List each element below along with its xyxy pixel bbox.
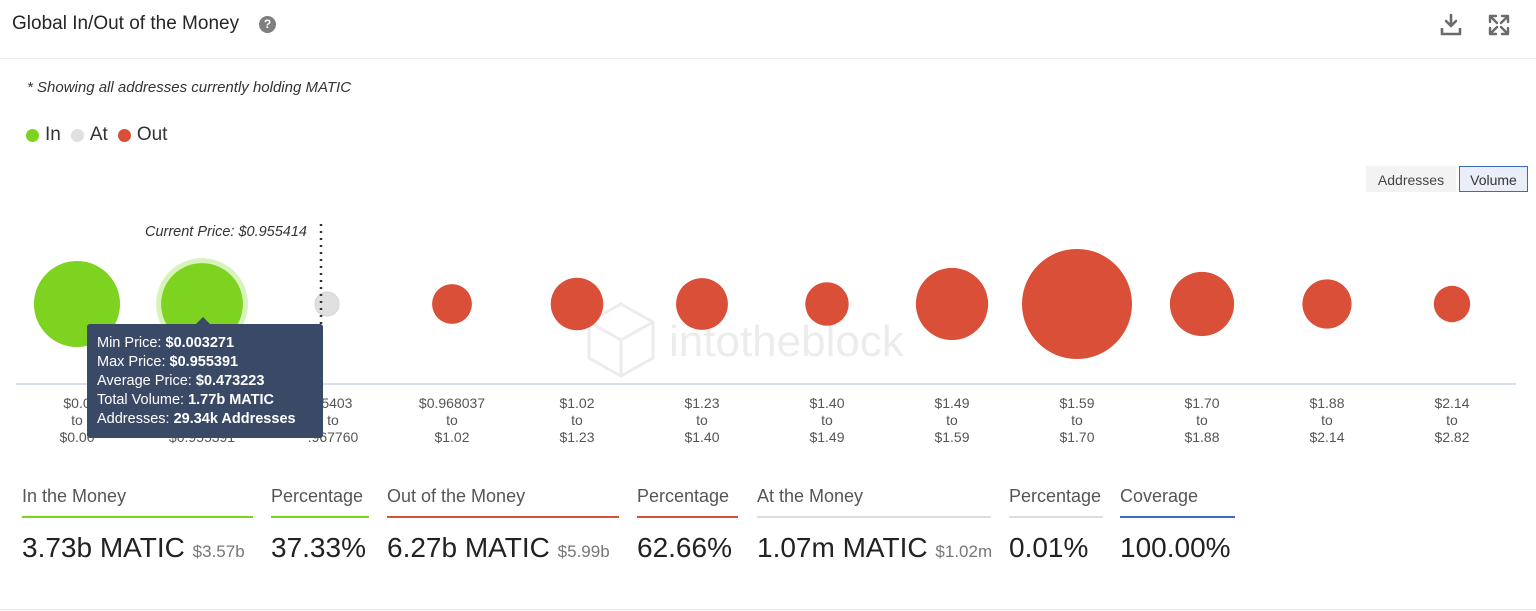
- widget-header: Global In/Out of the Money ?: [0, 0, 1536, 59]
- tick-label-7-0: $1.49: [934, 395, 969, 411]
- stat-value: 62.66%: [637, 532, 732, 563]
- bottom-divider: [0, 609, 1536, 610]
- widget-title: Global In/Out of the Money: [12, 13, 240, 34]
- legend-dot-in: [26, 128, 39, 142]
- stat-label: Percentage: [271, 486, 369, 518]
- tick-label-10-2: $2.14: [1309, 429, 1344, 445]
- tick-label-7-2: $1.59: [934, 429, 969, 445]
- tick-label-6-1: to: [821, 412, 833, 428]
- stat-value: 0.01%: [1009, 532, 1089, 563]
- stat-value: 37.33%: [271, 532, 366, 563]
- tick-label-0-2: $0.00: [59, 429, 94, 445]
- tick-label-11-2: $2.82: [1434, 429, 1469, 445]
- legend-item-in[interactable]: In: [26, 124, 61, 146]
- bubble-2[interactable]: [314, 291, 340, 317]
- tooltip-caret: [195, 317, 211, 325]
- tick-label-6-2: $1.49: [809, 429, 844, 445]
- bubble-9[interactable]: [1169, 271, 1235, 337]
- stat-label: In the Money: [22, 486, 253, 518]
- legend-label-out: Out: [136, 124, 168, 145]
- chart-legend: In At Out: [26, 124, 177, 146]
- bubble-6[interactable]: [805, 282, 849, 326]
- download-icon[interactable]: [1438, 12, 1464, 38]
- question-circle-icon[interactable]: ?: [259, 16, 276, 33]
- bubble-3[interactable]: [432, 284, 472, 324]
- stat-label: Percentage: [637, 486, 738, 518]
- tick-label-4-2: $1.23: [559, 429, 594, 445]
- tick-label-4-0: $1.02: [559, 395, 594, 411]
- stat-value: 1.07m MATIC $1.02m: [757, 532, 993, 563]
- tick-label-5-2: $1.40: [684, 429, 719, 445]
- tick-label-9-1: to: [1196, 412, 1208, 428]
- stat-label: Out of the Money: [387, 486, 619, 518]
- bubble-7[interactable]: [915, 267, 989, 341]
- tooltip-avg-price: Average Price: $0.473223: [97, 373, 265, 389]
- stat-at-percentage: Percentage 0.01%: [1009, 486, 1103, 564]
- tick-label-0-0: $0.0: [63, 395, 90, 411]
- tick-label-5-0: $1.23: [684, 395, 719, 411]
- tick-label-3-0: $0.968037: [419, 395, 485, 411]
- addresses-toggle[interactable]: Addresses: [1366, 166, 1456, 192]
- tick-label-2-0: 55403: [314, 395, 353, 411]
- stat-out-of-the-money: Out of the Money 6.27b MATIC $5.99b: [387, 486, 619, 564]
- bubble-10[interactable]: [1302, 279, 1352, 329]
- stat-label: Coverage: [1120, 486, 1235, 518]
- bubble-5[interactable]: [676, 278, 728, 330]
- tick-label-8-0: $1.59: [1059, 395, 1094, 411]
- stat-in-percentage: Percentage 37.33%: [271, 486, 369, 564]
- tooltip-addresses: Addresses: 29.34k Addresses: [97, 411, 296, 427]
- stat-out-percentage: Percentage 62.66%: [637, 486, 738, 564]
- legend-item-at[interactable]: At: [70, 124, 108, 146]
- bubble-11[interactable]: [1433, 285, 1471, 323]
- stat-value: 6.27b MATIC $5.99b: [387, 532, 610, 563]
- tick-label-0-1: to: [71, 412, 83, 428]
- tick-label-9-2: $1.88: [1184, 429, 1219, 445]
- stat-label: Percentage: [1009, 486, 1103, 518]
- tick-label-3-2: $1.02: [434, 429, 469, 445]
- tick-label-7-1: to: [946, 412, 958, 428]
- stat-in-the-money: In the Money 3.73b MATIC $3.57b: [22, 486, 253, 564]
- tooltip-max-price: Max Price: $0.955391: [97, 354, 239, 370]
- tick-label-10-0: $1.88: [1309, 395, 1344, 411]
- volume-toggle[interactable]: Volume: [1459, 166, 1528, 192]
- tick-label-11-0: $2.14: [1434, 395, 1469, 411]
- tick-label-11-1: to: [1446, 412, 1458, 428]
- legend-dot-at: [70, 128, 84, 142]
- tooltip-min-price: Min Price: $0.003271: [97, 335, 235, 351]
- tick-label-4-1: to: [571, 412, 583, 428]
- stat-at-the-money: At the Money 1.07m MATIC $1.02m: [757, 486, 993, 564]
- stat-label: At the Money: [757, 486, 991, 518]
- holding-note: * Showing all addresses currently holdin…: [27, 79, 352, 96]
- tick-label-8-2: $1.70: [1059, 429, 1094, 445]
- legend-label-in: In: [45, 124, 61, 145]
- bubble-4[interactable]: [550, 277, 604, 331]
- legend-item-out[interactable]: Out: [117, 124, 168, 146]
- tooltip-total-volume: Total Volume: 1.77b MATIC: [97, 392, 275, 408]
- tick-label-9-0: $1.70: [1184, 395, 1219, 411]
- legend-dot-out: [117, 128, 131, 142]
- legend-label-at: At: [89, 124, 108, 145]
- tick-label-5-1: to: [696, 412, 708, 428]
- tick-label-6-0: $1.40: [809, 395, 844, 411]
- bubble-8[interactable]: [1022, 249, 1132, 359]
- tick-label-10-1: to: [1321, 412, 1333, 428]
- current-price-label: Current Price: $0.955414: [145, 224, 307, 240]
- tick-label-2-1: to: [327, 412, 339, 428]
- bubble-group: [33, 249, 1471, 359]
- tick-label-8-1: to: [1071, 412, 1083, 428]
- expand-icon[interactable]: [1486, 12, 1512, 38]
- tick-label-3-1: to: [446, 412, 458, 428]
- bubble-tooltip: Min Price: $0.003271 Max Price: $0.95539…: [87, 317, 323, 438]
- stat-value: 100.00%: [1120, 532, 1231, 563]
- stat-coverage: Coverage 100.00%: [1120, 486, 1235, 564]
- stat-value: 3.73b MATIC $3.57b: [22, 532, 245, 563]
